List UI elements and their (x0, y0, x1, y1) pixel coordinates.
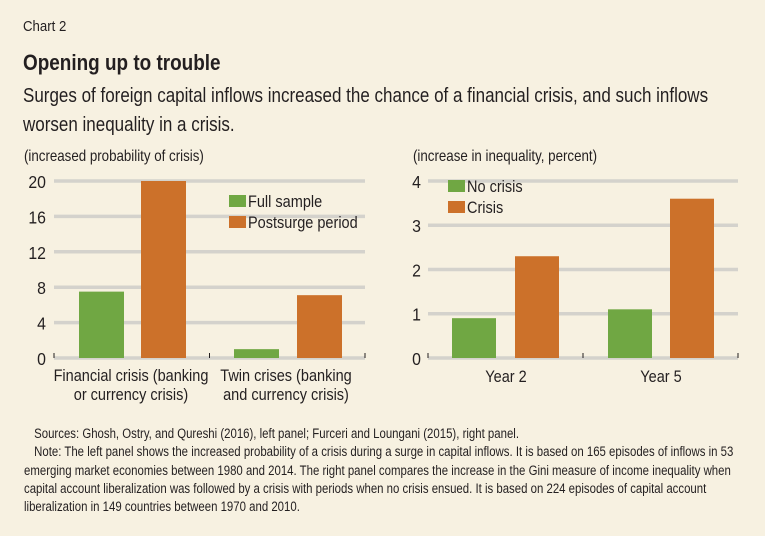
legend-label: Full sample (248, 193, 322, 211)
y-tick-label: 4 (37, 314, 46, 334)
y-tick-label: 0 (37, 349, 46, 369)
x-category-label: or currency crisis) (74, 386, 188, 404)
legend-swatch (448, 180, 465, 192)
chart-panel-1: (increased probability of crisis) 0 4 8 12 16… (24, 148, 366, 404)
chart-subtitle: Surges of foreign capital inflows increa… (23, 85, 709, 136)
note-text: Note: The left panel shows the increased… (24, 444, 734, 515)
y-tick-label: 2 (412, 261, 421, 281)
y-tick-label: 8 (37, 278, 46, 298)
x-category-label: Financial crisis (banking (54, 367, 209, 385)
bar-full-sample (234, 349, 279, 358)
legend-swatch (229, 195, 246, 207)
legend-label: Crisis (467, 199, 503, 217)
x-category-label: and currency crisis) (223, 386, 349, 404)
bar-crisis (670, 198, 714, 358)
bar-no-crisis (452, 318, 496, 358)
x-category-label: Year 5 (640, 368, 681, 386)
sources-text: Sources: Ghosh, Ostry, and Qureshi (2016… (34, 426, 520, 441)
y-tick-label: 12 (28, 243, 46, 263)
y-axis-label: (increase in inequality, percent) (413, 148, 597, 165)
legend-swatch (448, 201, 465, 213)
chart-title: Opening up to trouble (23, 50, 221, 75)
chart-notes: Sources: Ghosh, Ostry, and Qureshi (2016… (24, 425, 751, 516)
bar-full-sample (79, 291, 124, 358)
legend-swatch (229, 216, 246, 228)
bar-no-crisis (608, 309, 652, 358)
legend-label: Postsurge period (248, 214, 358, 232)
legend-label: No crisis (467, 178, 523, 196)
y-tick-label: 3 (412, 216, 421, 236)
y-tick-label: 20 (28, 172, 46, 192)
bar-crisis (515, 256, 559, 358)
chart-number: Chart 2 (23, 18, 67, 35)
y-tick-label: 16 (28, 207, 46, 227)
y-axis-label: (increased probability of crisis) (24, 148, 204, 165)
y-tick-label: 0 (412, 349, 421, 369)
x-category-label: Twin crises (banking (220, 367, 351, 385)
bar-postsurge-period (141, 181, 186, 358)
chart-panel-2: (increase in inequality, percent) 0 1 2 3 4 No… (412, 148, 739, 386)
y-tick-label: 4 (412, 172, 421, 192)
bar-postsurge-period (297, 295, 342, 358)
y-tick-label: 1 (412, 305, 421, 325)
x-category-label: Year 2 (485, 368, 526, 386)
